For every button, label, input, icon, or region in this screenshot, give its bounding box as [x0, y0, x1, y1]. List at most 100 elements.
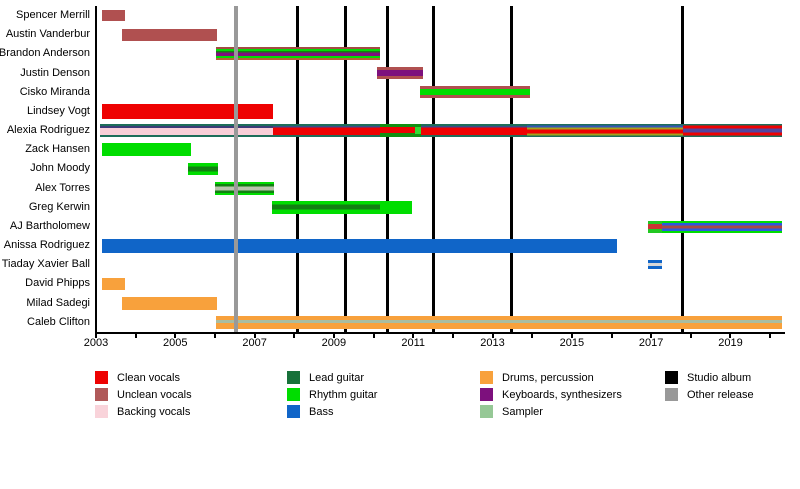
- timeline-bar: [101, 10, 125, 22]
- axis-tick: [610, 332, 613, 338]
- legend-item: Bass: [287, 403, 377, 420]
- axis-tick: [253, 332, 256, 338]
- member-label: Caleb Clifton: [27, 315, 90, 328]
- legend-swatch: [287, 371, 300, 384]
- axis-tick: [729, 332, 732, 338]
- legend-label: Studio album: [687, 371, 752, 384]
- timeline-bar: [101, 278, 125, 291]
- timeline-bar: [272, 124, 380, 138]
- legend-label: Bass: [309, 405, 334, 418]
- legend-item: Drums, percussion: [480, 369, 622, 386]
- legend-label: Other release: [687, 388, 754, 401]
- axis-tick: [451, 332, 454, 338]
- timeline-bar: [99, 124, 273, 138]
- axis-tick: [95, 332, 97, 338]
- legend-label: Backing vocals: [117, 405, 191, 418]
- y-axis-line: [95, 6, 97, 334]
- legend-item: Sampler: [480, 403, 622, 420]
- timeline-bar: [101, 143, 191, 157]
- timeline-bar: [661, 220, 782, 233]
- axis-tick: [332, 332, 335, 338]
- axis-tick: [134, 332, 137, 338]
- timeline-bar: [421, 124, 528, 138]
- legend-swatch: [665, 388, 678, 401]
- legend-item: Keyboards, synthesizers: [480, 386, 622, 403]
- legend: Clean vocals Unclean vocals Backing vocals…: [95, 369, 795, 439]
- member-label: Cisko Miranda: [19, 85, 90, 98]
- timeline-bar: [122, 28, 217, 41]
- legend-label: Keyboards, synthesizers: [502, 388, 622, 401]
- timeline-bar: [272, 200, 380, 214]
- legend-label: Clean vocals: [117, 371, 180, 384]
- axis-tick-label: 2007: [242, 337, 267, 349]
- legend-item: Backing vocals: [95, 403, 192, 420]
- axis-tick-label: 2017: [638, 337, 664, 349]
- member-label: Alexia Rodriguez: [6, 124, 90, 137]
- member-label: Milad Sadegi: [26, 296, 90, 309]
- timeline-bar: [527, 124, 683, 138]
- axis-tick: [412, 332, 415, 338]
- axis-tick-label: 2019: [718, 337, 743, 349]
- timeline-bar: [415, 124, 422, 138]
- timeline-bar: [379, 200, 413, 214]
- studio-album-line: [385, 6, 389, 332]
- axis-tick: [650, 332, 653, 338]
- member-label: Spencer Merrill: [16, 9, 90, 21]
- axis-tick: [174, 332, 177, 338]
- member-label: Lindsey Vogt: [27, 104, 90, 117]
- legend-label: Rhythm guitar: [309, 388, 378, 401]
- axis-tick: [769, 332, 772, 338]
- member-labels: Spencer Merrill Austin Vanderbur Brandon A…: [0, 6, 90, 332]
- timeline-bar: [101, 103, 273, 119]
- timeline-bar: [187, 163, 219, 175]
- axis-tick: [570, 332, 573, 338]
- legend-swatch: [480, 371, 493, 384]
- axis-tick: [689, 332, 692, 338]
- member-label: Brandon Anderson: [0, 47, 90, 60]
- legend-item: Rhythm guitar: [287, 386, 377, 403]
- legend-item: Unclean vocals: [95, 386, 192, 403]
- legend-item: Lead guitar: [287, 369, 377, 386]
- studio-album-line: [295, 6, 299, 332]
- timeline-bar: [216, 47, 380, 61]
- legend-label: Unclean vocals: [117, 388, 192, 401]
- legend-item: Other release: [665, 386, 754, 403]
- legend-swatch: [665, 371, 678, 384]
- axis-tick: [531, 332, 534, 338]
- timeline-bar: [647, 260, 662, 270]
- axis-tick-label: 2013: [480, 337, 505, 349]
- member-label: Austin Vanderbur: [5, 28, 90, 41]
- studio-album-line: [509, 6, 513, 332]
- legend-swatch: [95, 371, 108, 384]
- timeline-bar: [377, 67, 424, 80]
- legend-swatch: [95, 388, 108, 401]
- studio-album-line: [681, 6, 685, 332]
- legend-label: Drums, percussion: [502, 371, 594, 384]
- timeline-bar: [216, 315, 782, 329]
- legend-swatch: [95, 405, 108, 418]
- legend-column: Clean vocals Unclean vocals Backing vocals: [95, 369, 192, 420]
- x-axis-line: [95, 332, 785, 334]
- member-label: Anissa Rodriguez: [3, 239, 90, 252]
- member-label: John Moody: [30, 162, 90, 175]
- member-label: Tiaday Xavier Ball: [1, 258, 90, 271]
- member-label: Justin Denson: [20, 66, 90, 79]
- member-label: Alex Torres: [35, 181, 90, 194]
- axis-tick-label: 2011: [401, 337, 426, 349]
- axis-tick: [372, 332, 375, 338]
- axis-tick: [293, 332, 296, 338]
- legend-swatch: [287, 405, 300, 418]
- timeline-bar: [682, 124, 782, 138]
- legend-column: Studio album Other release: [665, 369, 754, 403]
- studio-album-line: [431, 6, 435, 332]
- legend-swatch: [480, 405, 493, 418]
- legend-label: Lead guitar: [309, 371, 365, 384]
- axis-tick-label: 2003: [83, 337, 109, 349]
- legend-item: Clean vocals: [95, 369, 192, 386]
- axis-tick-label: 2005: [163, 337, 188, 349]
- timeline-bar: [647, 220, 662, 233]
- timeline-bar: [379, 124, 416, 138]
- legend-column: Drums, percussion Keyboards, synthesizers…: [480, 369, 622, 420]
- legend-column: Lead guitar Rhythm guitar Bass: [287, 369, 377, 420]
